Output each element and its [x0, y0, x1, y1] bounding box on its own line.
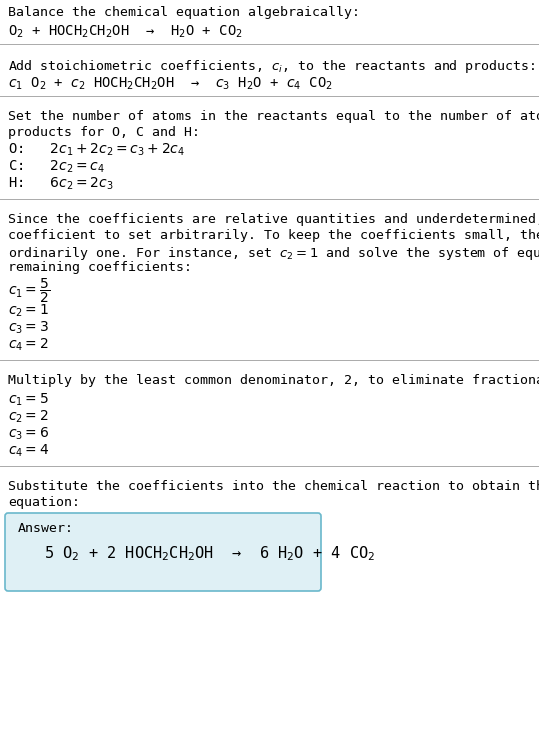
FancyBboxPatch shape	[5, 513, 321, 591]
Text: 5 O$_2$ + 2 HOCH$_2$CH$_2$OH  →  6 H$_2$O + 4 CO$_2$: 5 O$_2$ + 2 HOCH$_2$CH$_2$OH → 6 H$_2$O …	[44, 544, 375, 562]
Text: O:   $2 c_1 + 2 c_2 = c_3 + 2 c_4$: O: $2 c_1 + 2 c_2 = c_3 + 2 c_4$	[8, 142, 185, 159]
Text: $c_2 = 1$: $c_2 = 1$	[8, 303, 49, 320]
Text: Add stoichiometric coefficients, $c_i$, to the reactants and products:: Add stoichiometric coefficients, $c_i$, …	[8, 58, 536, 75]
Text: Balance the chemical equation algebraically:: Balance the chemical equation algebraica…	[8, 6, 360, 19]
Text: Since the coefficients are relative quantities and underdetermined, choose a: Since the coefficients are relative quan…	[8, 213, 539, 226]
Text: C:   $2 c_2 = c_4$: C: $2 c_2 = c_4$	[8, 159, 105, 175]
Text: $c_2 = 2$: $c_2 = 2$	[8, 409, 49, 426]
Text: Substitute the coefficients into the chemical reaction to obtain the balanced: Substitute the coefficients into the che…	[8, 480, 539, 493]
Text: H:   $6 c_2 = 2 c_3$: H: $6 c_2 = 2 c_3$	[8, 176, 114, 193]
Text: Set the number of atoms in the reactants equal to the number of atoms in the: Set the number of atoms in the reactants…	[8, 110, 539, 123]
Text: ordinarily one. For instance, set $c_2 = 1$ and solve the system of equations fo: ordinarily one. For instance, set $c_2 =…	[8, 245, 539, 262]
Text: $c_1 = 5$: $c_1 = 5$	[8, 392, 49, 408]
Text: $c_1 = \dfrac{5}{2}$: $c_1 = \dfrac{5}{2}$	[8, 277, 50, 305]
Text: remaining coefficients:: remaining coefficients:	[8, 261, 192, 274]
Text: $c_3 = 3$: $c_3 = 3$	[8, 320, 49, 336]
Text: Multiply by the least common denominator, 2, to eliminate fractional coefficient: Multiply by the least common denominator…	[8, 374, 539, 387]
Text: products for O, C and H:: products for O, C and H:	[8, 126, 200, 139]
Text: $c_1$ O$_2$ + $c_2$ HOCH$_2$CH$_2$OH  →  $c_3$ H$_2$O + $c_4$ CO$_2$: $c_1$ O$_2$ + $c_2$ HOCH$_2$CH$_2$OH → $…	[8, 76, 333, 92]
Text: O$_2$ + HOCH$_2$CH$_2$OH  →  H$_2$O + CO$_2$: O$_2$ + HOCH$_2$CH$_2$OH → H$_2$O + CO$_…	[8, 24, 243, 41]
Text: Answer:: Answer:	[18, 522, 74, 535]
Text: coefficient to set arbitrarily. To keep the coefficients small, the arbitrary va: coefficient to set arbitrarily. To keep …	[8, 229, 539, 242]
Text: $c_4 = 4$: $c_4 = 4$	[8, 443, 49, 459]
Text: $c_3 = 6$: $c_3 = 6$	[8, 426, 49, 442]
Text: $c_4 = 2$: $c_4 = 2$	[8, 337, 49, 353]
Text: equation:: equation:	[8, 496, 80, 509]
